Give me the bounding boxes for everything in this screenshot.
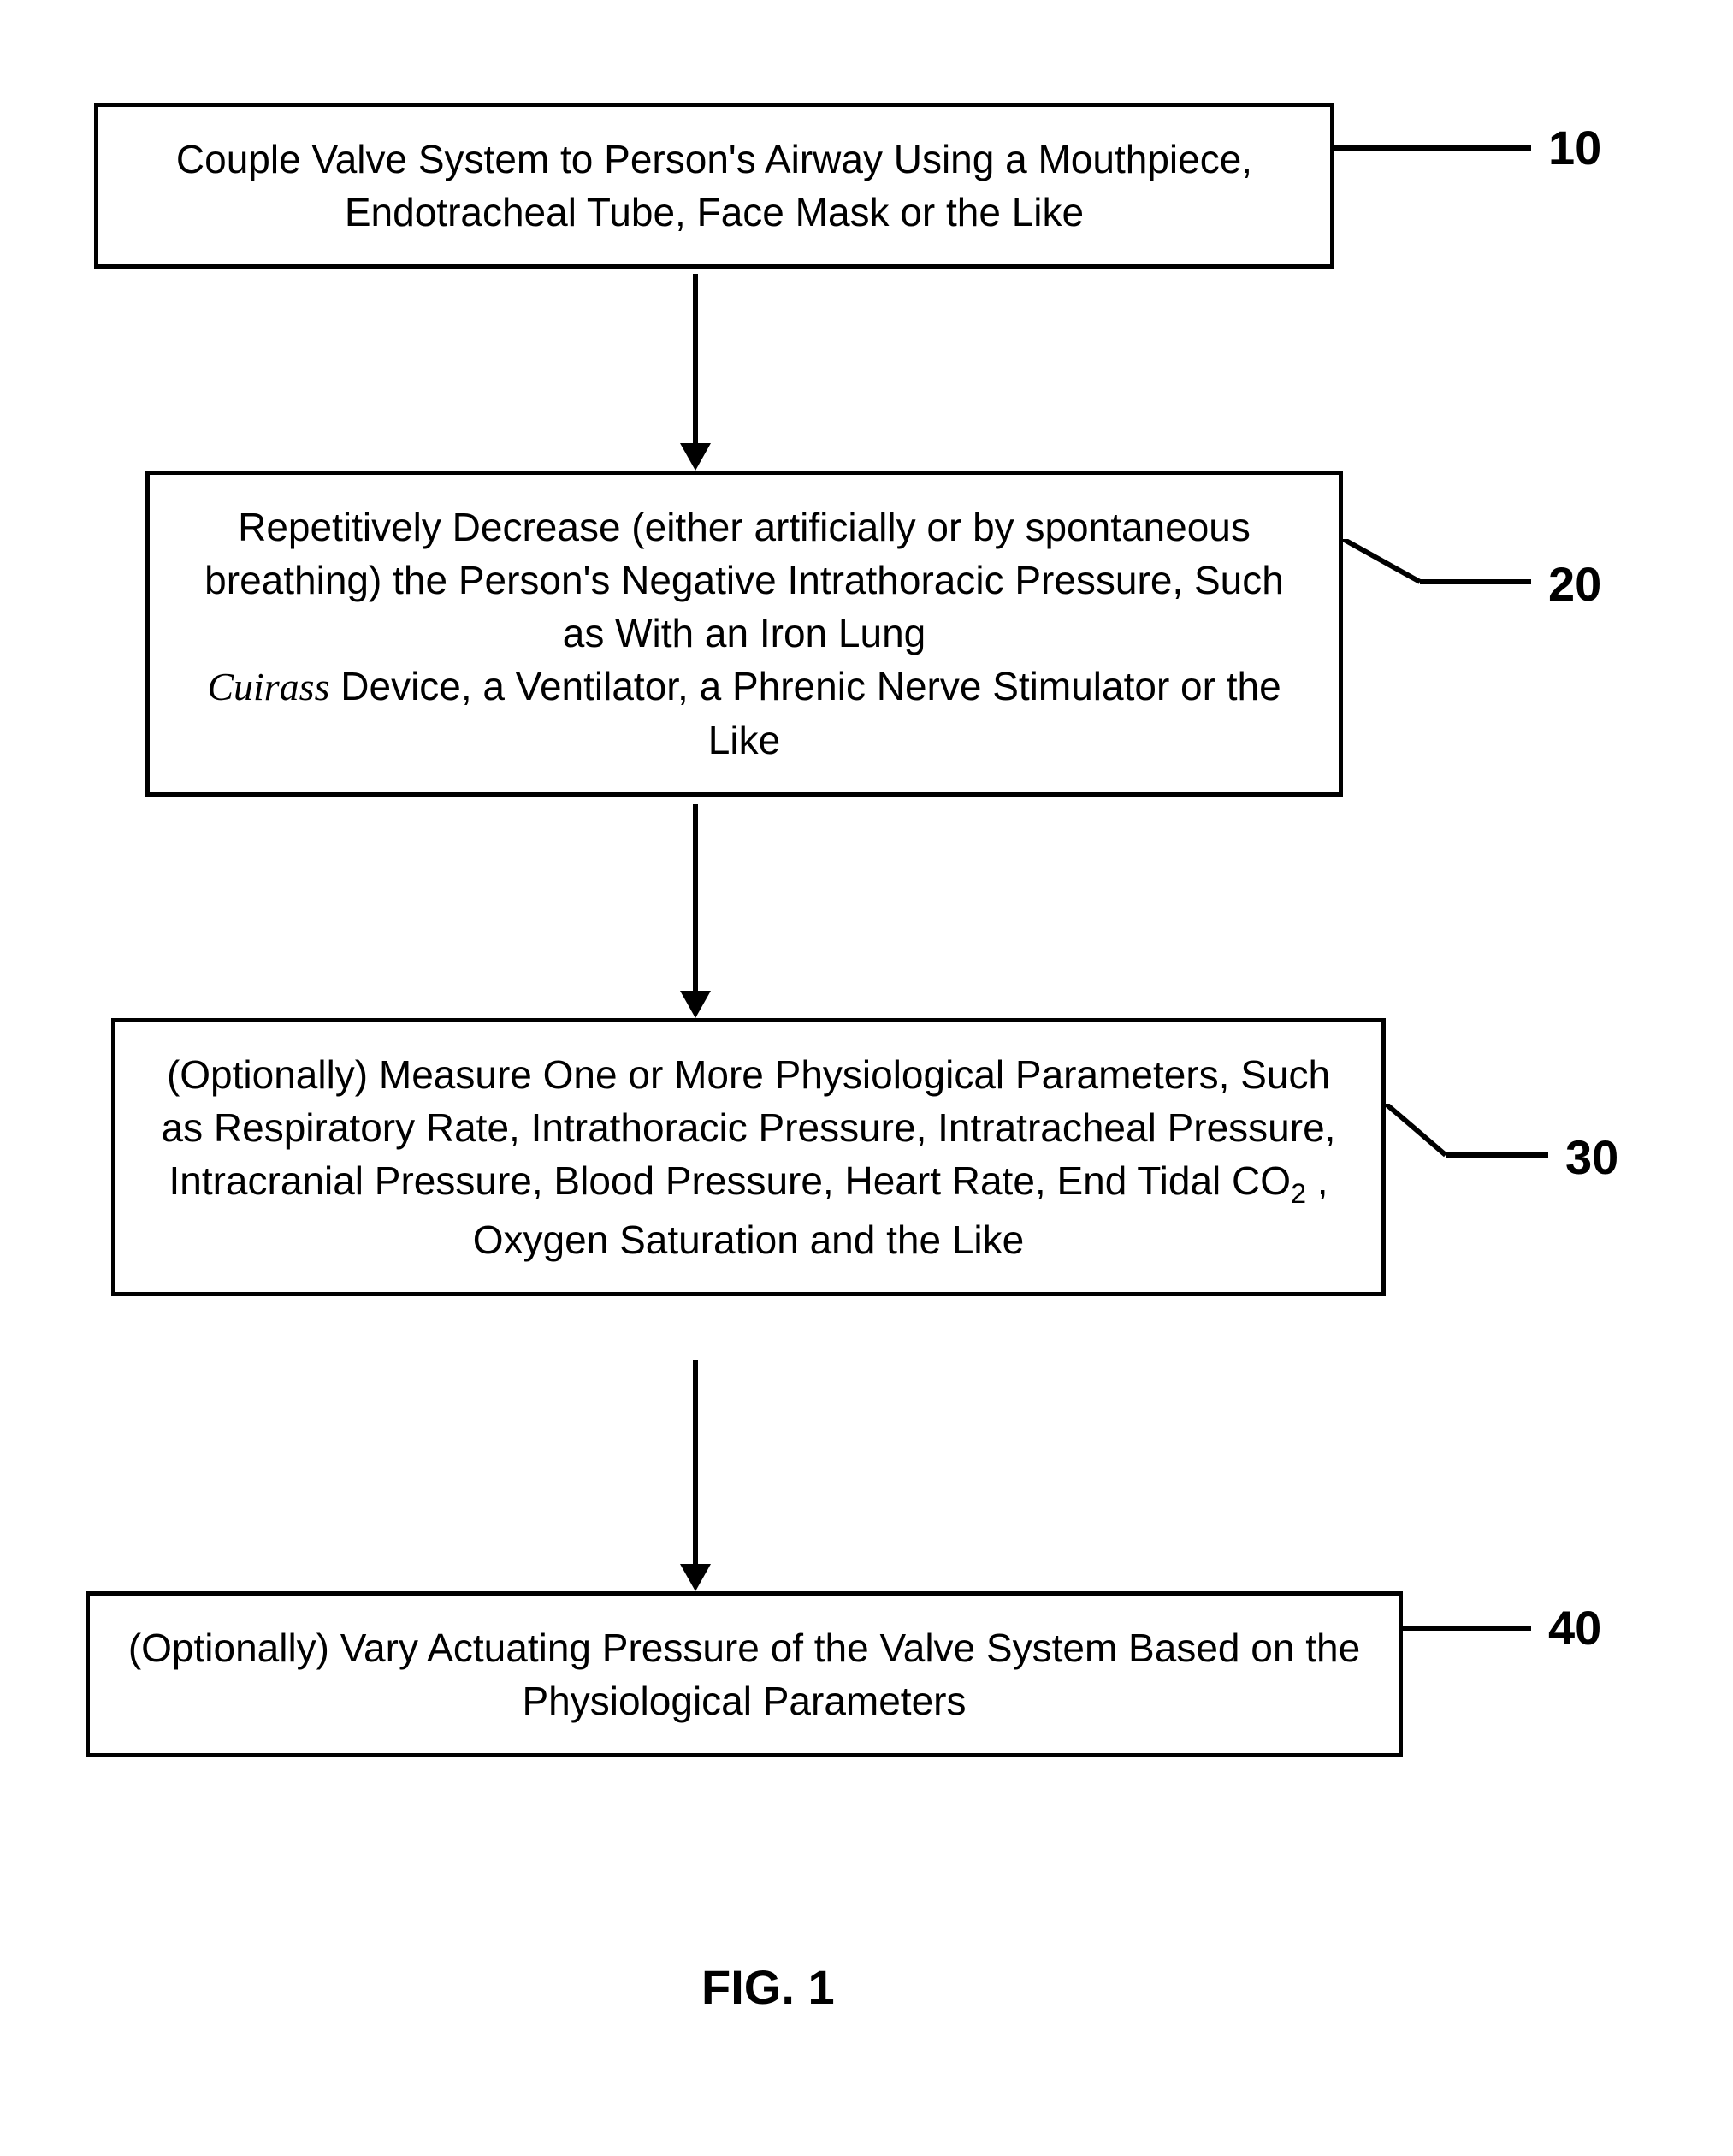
box-10-text: Couple Valve System to Person's Airway U… [176, 137, 1252, 234]
box-label-20: 20 [1548, 556, 1601, 612]
flowchart-container: Couple Valve System to Person's Airway U… [34, 51, 1699, 2105]
box-label-40: 40 [1548, 1600, 1601, 1656]
label-connector-20-svg [1343, 539, 1531, 590]
figure-caption: FIG. 1 [701, 1959, 835, 2015]
arrow-30-40 [680, 1564, 711, 1591]
label-connector-40 [1403, 1626, 1531, 1631]
box-20-text-line1: Repetitively Decrease (either artificial… [204, 505, 1284, 655]
box-label-30: 30 [1565, 1129, 1618, 1185]
box-30-subscript: 2 [1291, 1178, 1306, 1209]
connector-10-20 [693, 274, 698, 445]
label-connector-30-svg [1386, 1104, 1548, 1164]
box-20-handwritten: Cuirass [207, 665, 329, 708]
box-30-text-part1: (Optionally) Measure One or More Physiol… [162, 1052, 1336, 1203]
connector-20-30 [693, 804, 698, 992]
flowchart-box-40: (Optionally) Vary Actuating Pressure of … [86, 1591, 1403, 1757]
flowchart-box-30: (Optionally) Measure One or More Physiol… [111, 1018, 1386, 1296]
box-20-text-line2: Device, a Ventilator, a Phrenic Nerve St… [340, 664, 1281, 762]
box-40-text: (Optionally) Vary Actuating Pressure of … [128, 1626, 1360, 1723]
arrow-10-20 [680, 443, 711, 471]
label-connector-10 [1334, 145, 1531, 151]
connector-30-40 [693, 1360, 698, 1566]
flowchart-box-20: Repetitively Decrease (either artificial… [145, 471, 1343, 797]
box-label-10: 10 [1548, 120, 1601, 175]
arrow-20-30 [680, 991, 711, 1018]
flowchart-box-10: Couple Valve System to Person's Airway U… [94, 103, 1334, 269]
